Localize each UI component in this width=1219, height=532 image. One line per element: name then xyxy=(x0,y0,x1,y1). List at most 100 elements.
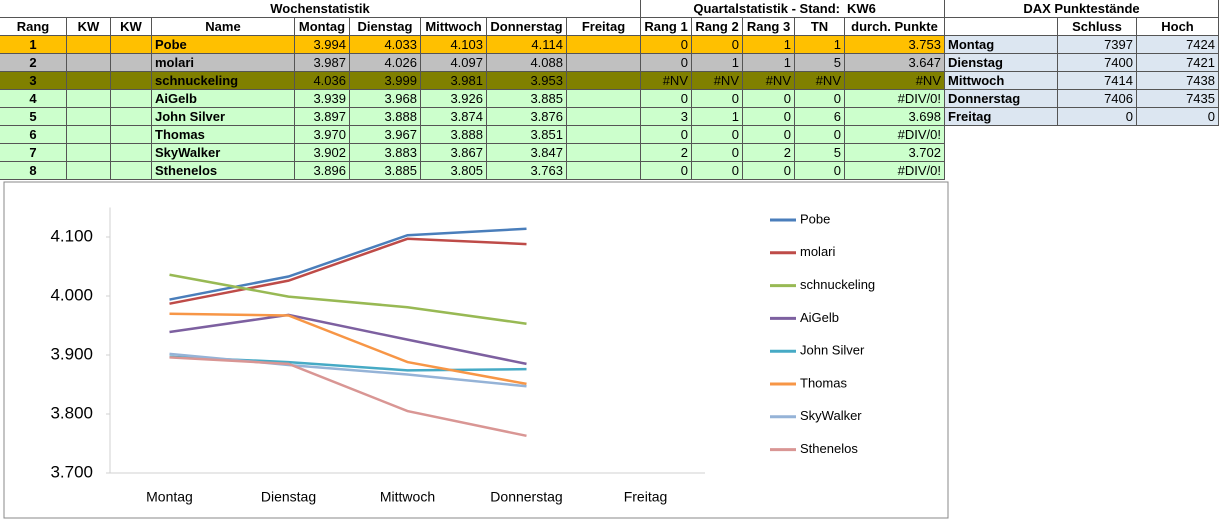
day-score: 4.114 xyxy=(487,36,567,54)
day-score: 3.851 xyxy=(487,126,567,144)
day-score: 3.939 xyxy=(295,90,350,108)
player-name: schnuckeling xyxy=(152,72,295,90)
legend-label: schnuckeling xyxy=(800,277,875,292)
series-line xyxy=(169,312,527,386)
day-score: 3.897 xyxy=(295,108,350,126)
day-score: 3.926 xyxy=(421,90,487,108)
day-score: 4.097 xyxy=(421,54,487,72)
header-cell: Name xyxy=(152,18,295,36)
header-cell: Rang xyxy=(0,18,67,36)
player-name: Thomas xyxy=(152,126,295,144)
x-tick-label: Freitag xyxy=(624,489,668,505)
rank: 1 xyxy=(0,36,67,54)
quarter-value: 3.753 xyxy=(845,36,945,54)
y-tick-label: 3.900 xyxy=(50,344,93,363)
quarter-value: #NV xyxy=(795,72,845,90)
day-score-empty xyxy=(567,36,641,54)
quarter-value: 1 xyxy=(692,108,743,126)
dax-title: DAX Punktestände xyxy=(945,0,1219,18)
quarter-value: 2 xyxy=(743,144,795,162)
kw-cell xyxy=(111,126,152,144)
player-name: Pobe xyxy=(152,36,295,54)
kw-cell xyxy=(111,72,152,90)
series-line xyxy=(169,313,527,366)
quarter-value: 1 xyxy=(743,36,795,54)
quarter-value: 3.698 xyxy=(845,108,945,126)
quarter-value: 0 xyxy=(641,126,692,144)
quarter-value: 3 xyxy=(641,108,692,126)
day-score: 3.888 xyxy=(350,108,421,126)
header-cell: Rang 3 xyxy=(743,18,795,36)
kw-cell xyxy=(111,54,152,72)
dax-value: 7424 xyxy=(1137,36,1219,54)
kw-cell xyxy=(111,90,152,108)
quarter-value: 0 xyxy=(641,54,692,72)
day-score-empty xyxy=(567,54,641,72)
series-line xyxy=(169,273,527,325)
quarter-title: Quartalstatistik - Stand: xyxy=(693,1,840,16)
day-score: 3.888 xyxy=(421,126,487,144)
kw-cell xyxy=(67,144,111,162)
quarter-value: 0 xyxy=(795,126,845,144)
quarter-value: 6 xyxy=(795,108,845,126)
y-tick-label: 3.700 xyxy=(50,462,93,481)
dax-value: 7397 xyxy=(1058,36,1137,54)
day-score: 4.103 xyxy=(421,36,487,54)
header-cell: durch. Punkte xyxy=(845,18,945,36)
header-cell: KW xyxy=(67,18,111,36)
day-score-empty xyxy=(567,108,641,126)
quarter-value: 5 xyxy=(795,144,845,162)
dax-value: 7400 xyxy=(1058,54,1137,72)
quarter-value: 0 xyxy=(692,36,743,54)
quarter-title-cell: Quartalstatistik - Stand: KW6 xyxy=(641,0,945,18)
kw-cell xyxy=(67,162,111,180)
rank: 3 xyxy=(0,72,67,90)
header-cell: TN xyxy=(795,18,845,36)
quarter-value: #NV xyxy=(743,72,795,90)
header-cell: Dienstag xyxy=(350,18,421,36)
day-score: 3.883 xyxy=(350,144,421,162)
day-score: 3.876 xyxy=(487,108,567,126)
quarter-value: #NV xyxy=(692,72,743,90)
kw-cell xyxy=(67,126,111,144)
dax-value: 7406 xyxy=(1058,90,1137,108)
quarter-value: 3.647 xyxy=(845,54,945,72)
legend-label: John Silver xyxy=(800,343,865,358)
player-name: AiGelb xyxy=(152,90,295,108)
legend-label: AiGelb xyxy=(800,310,839,325)
day-score: 3.967 xyxy=(350,126,421,144)
kw-cell xyxy=(111,108,152,126)
kw-cell xyxy=(111,162,152,180)
legend-label: SkyWalker xyxy=(800,408,862,423)
day-score: 3.994 xyxy=(295,36,350,54)
header-cell: KW xyxy=(111,18,152,36)
header-cell: Montag xyxy=(295,18,350,36)
quarter-value: 2 xyxy=(641,144,692,162)
day-score: 3.981 xyxy=(421,72,487,90)
quarter-value: #DIV/0! xyxy=(845,162,945,180)
day-score: 3.968 xyxy=(350,90,421,108)
quarter-value: 0 xyxy=(692,90,743,108)
quarter-value: 0 xyxy=(795,90,845,108)
dax-value: 7414 xyxy=(1058,72,1137,90)
y-tick-label: 3.800 xyxy=(50,403,93,422)
kw-cell xyxy=(67,90,111,108)
quarter-value: 3.702 xyxy=(845,144,945,162)
dax-value: 7421 xyxy=(1137,54,1219,72)
quarter-value: #DIV/0! xyxy=(845,90,945,108)
day-score-empty xyxy=(567,72,641,90)
rank: 6 xyxy=(0,126,67,144)
player-name: Sthenelos xyxy=(152,162,295,180)
rank: 5 xyxy=(0,108,67,126)
day-score: 3.970 xyxy=(295,126,350,144)
day-score: 3.987 xyxy=(295,54,350,72)
quarter-value: #DIV/0! xyxy=(845,126,945,144)
quarter-value: 0 xyxy=(641,162,692,180)
header-cell: Mittwoch xyxy=(421,18,487,36)
day-score: 4.033 xyxy=(350,36,421,54)
day-score: 4.026 xyxy=(350,54,421,72)
day-score: 3.805 xyxy=(421,162,487,180)
player-name: molari xyxy=(152,54,295,72)
x-tick-label: Montag xyxy=(146,489,193,505)
